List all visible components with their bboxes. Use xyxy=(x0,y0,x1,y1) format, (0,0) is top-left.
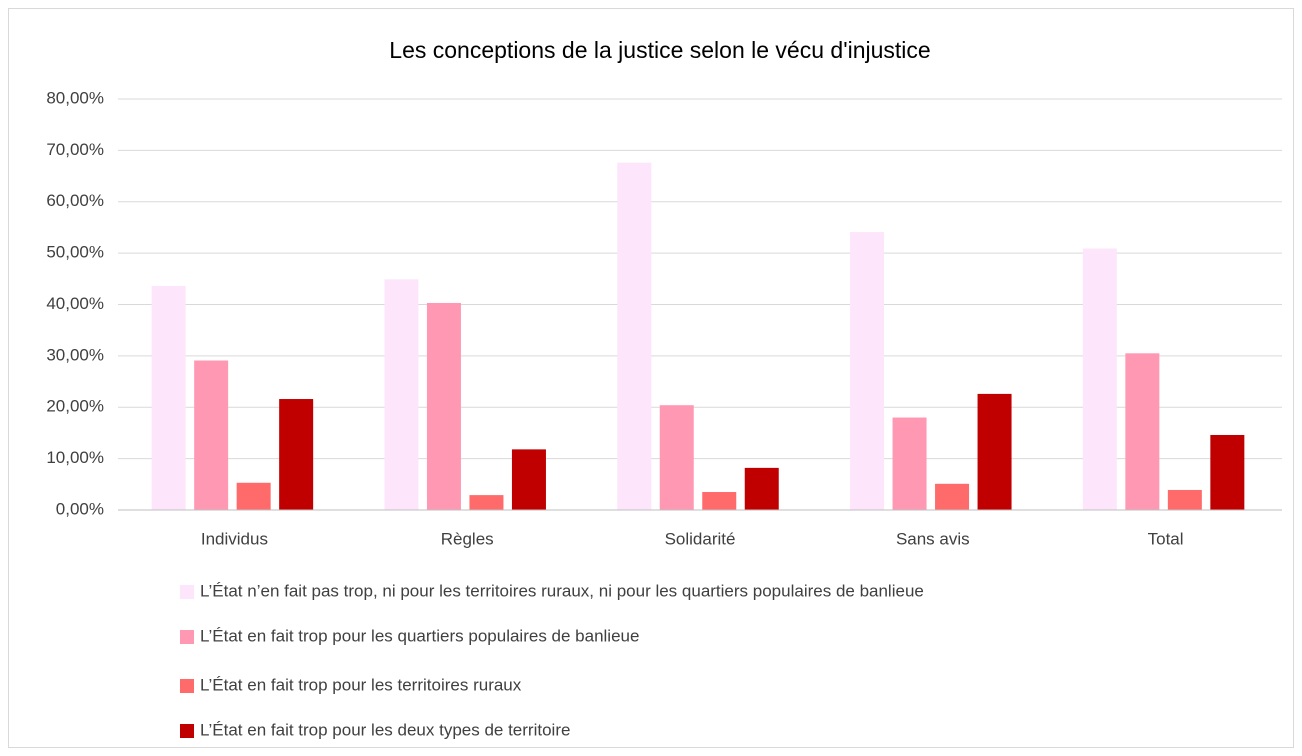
bar xyxy=(384,279,419,510)
bar xyxy=(977,393,1012,510)
y-tick-label: 40,00% xyxy=(46,294,104,313)
bar xyxy=(236,482,271,510)
chart-title: Les conceptions de la justice selon le v… xyxy=(389,37,930,63)
bar xyxy=(935,483,970,510)
bar xyxy=(850,232,885,510)
bar xyxy=(892,417,927,510)
bar xyxy=(151,286,186,510)
y-tick-label: 80,00% xyxy=(46,88,104,107)
bar xyxy=(279,399,314,510)
y-tick-label: 60,00% xyxy=(46,191,104,210)
x-tick-label: Règles xyxy=(441,529,494,548)
bar xyxy=(1082,248,1117,510)
bar xyxy=(1210,434,1245,510)
legend-swatch xyxy=(180,724,194,738)
bar xyxy=(194,360,229,510)
bar xyxy=(511,449,546,510)
bar xyxy=(659,405,694,510)
y-tick-label: 50,00% xyxy=(46,243,104,262)
x-tick-label: Total xyxy=(1148,529,1184,548)
x-tick-label: Solidarité xyxy=(665,529,736,548)
legend-label: L’État en fait trop pour les deux types … xyxy=(200,720,570,739)
y-tick-label: 30,00% xyxy=(46,345,104,364)
bar xyxy=(469,495,504,510)
x-tick-label: Sans avis xyxy=(896,529,970,548)
legend-label: L’État n’en fait pas trop, ni pour les t… xyxy=(200,581,924,600)
bar xyxy=(1125,353,1160,510)
legend-swatch xyxy=(180,679,194,693)
y-tick-label: 20,00% xyxy=(46,397,104,416)
bar xyxy=(702,492,737,510)
bar xyxy=(617,162,652,510)
y-tick-label: 10,00% xyxy=(46,448,104,467)
x-tick-label: Individus xyxy=(201,529,268,548)
legend-label: L’État en fait trop pour les territoires… xyxy=(200,675,522,694)
y-tick-label: 0,00% xyxy=(56,499,104,518)
legend-label: L’État en fait trop pour les quartiers p… xyxy=(200,626,639,645)
y-tick-label: 70,00% xyxy=(46,140,104,159)
bar xyxy=(426,302,461,510)
legend-swatch xyxy=(180,630,194,644)
legend-swatch xyxy=(180,585,194,599)
bar xyxy=(1167,489,1202,510)
bar xyxy=(744,467,779,510)
